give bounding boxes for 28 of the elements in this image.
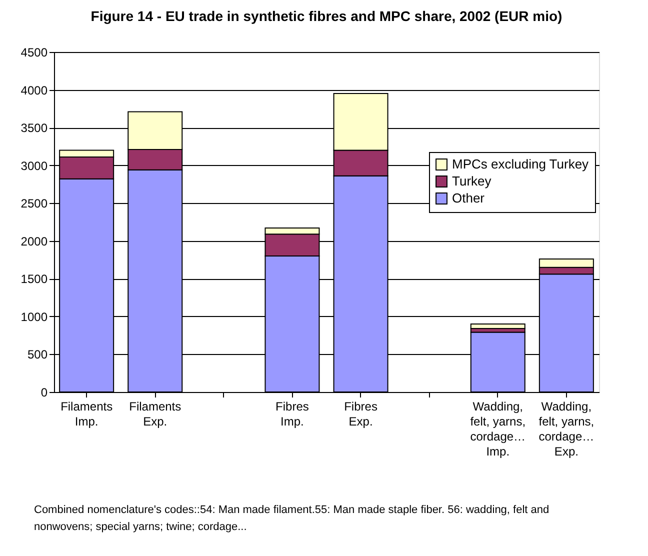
chart-title: Figure 14 - EU trade in synthetic fibres and MPC share, 2002 (EUR mio) <box>90 8 562 24</box>
bar <box>470 324 526 330</box>
text: Exp. <box>348 414 373 428</box>
y-tick-label: 3500 <box>20 121 48 136</box>
text: Exp. <box>143 414 168 428</box>
y-tick-label: 500 <box>27 348 48 362</box>
x-tick-label: Filaments <box>129 400 182 414</box>
x-tick-label: Filaments <box>60 400 113 414</box>
x-tick-label: Fibres <box>344 400 378 414</box>
y-tick-label: 1500 <box>20 272 48 286</box>
text: Imp. <box>280 414 304 428</box>
text: Exp. <box>554 444 578 458</box>
legend-label: Turkey <box>452 174 492 188</box>
y-tick-label: 4000 <box>20 83 48 98</box>
x-tick-label: Wadding, felt, yarns, cordage… <box>470 400 526 444</box>
legend-label: Other <box>452 190 486 206</box>
y-tick-label: 0 <box>40 386 48 400</box>
text: Combined nomenclature's codes::54: Man made filament.55: Man made staple fiber. 56: wadding, felt and nonwovens; special yarns; twine; cordage... <box>34 504 550 533</box>
x-tick-label: Fibres <box>276 400 309 414</box>
x-tick-label: Wadding, felt, yarns, cordage… <box>538 400 594 444</box>
y-tick-label: 3000 <box>20 158 48 173</box>
text: Imp. <box>486 444 510 458</box>
y-tick-label: 1000 <box>20 310 48 324</box>
y-tick-label: 2000 <box>20 234 48 248</box>
text: Imp. <box>74 414 98 428</box>
y-tick-label: 2500 <box>20 196 48 211</box>
y-tick-label: 4500 <box>20 46 48 60</box>
legend-label: MPCs excluding Turkey <box>452 156 590 172</box>
